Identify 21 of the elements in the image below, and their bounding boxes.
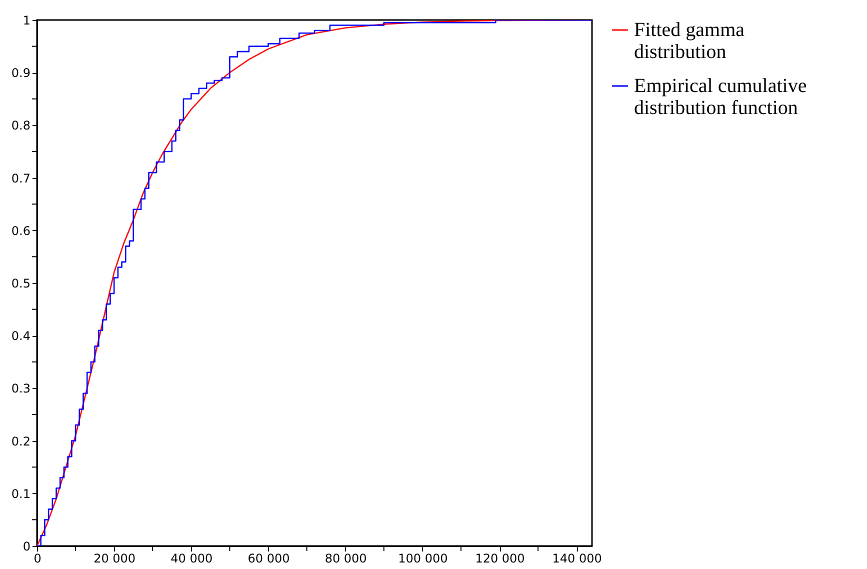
y-tick-label: 0.3 — [11, 382, 30, 396]
legend-label: Fitted gamma distribution — [634, 19, 745, 63]
x-tick-label: 60 000 — [248, 552, 290, 566]
x-tick-label: 40 000 — [170, 552, 213, 566]
y-tick-label: 0.2 — [11, 434, 30, 448]
y-tick-label: 0.5 — [11, 276, 30, 290]
y-tick-label: 1 — [22, 14, 30, 28]
legend-label: Empirical cumulative distribution function — [634, 75, 807, 119]
y-tick-label: 0.8 — [11, 118, 30, 133]
x-tick-label: 80 000 — [324, 552, 367, 566]
y-tick-label: 0.1 — [11, 486, 30, 501]
y-tick-label: 0.7 — [11, 171, 30, 186]
y-tick-label: 0 — [22, 540, 30, 554]
x-tick-label: 140 000 — [552, 552, 602, 566]
x-tick-label: 120 000 — [475, 552, 525, 566]
x-tick-label: 0 — [34, 552, 42, 566]
y-tick-label: 0.6 — [11, 224, 30, 238]
y-tick-label: 0.9 — [11, 66, 30, 80]
x-tick-label: 20 000 — [94, 552, 136, 566]
y-tick-label: 0.4 — [11, 329, 30, 344]
x-tick-label: 100 000 — [398, 552, 448, 566]
